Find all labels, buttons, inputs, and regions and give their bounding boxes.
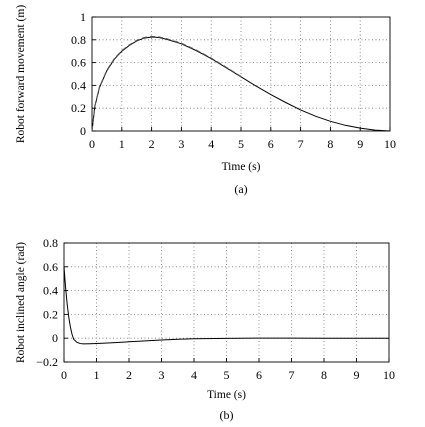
series-line-b-1 (63, 266, 389, 345)
x-tick-label: 7 (298, 137, 304, 151)
y-tick-label: 0.2 (71, 101, 86, 115)
x-tick-label: 4 (208, 137, 214, 151)
x-tick-label: 7 (289, 368, 295, 382)
x-tick-label: 2 (149, 137, 155, 151)
chart-panel-a: 0 1 2 3 4 5 6 7 8 9 10 0 0.2 0.4 0.6 0.8 1 Time (s) Robot … (15, 5, 396, 196)
x-tick-label: 6 (256, 368, 262, 382)
x-tick-label: 1 (119, 137, 125, 151)
x-tick-label: 2 (126, 368, 132, 382)
x-tick-label: 3 (159, 368, 165, 382)
x-tick-label: 5 (238, 137, 244, 151)
panel-caption-a: (a) (234, 182, 247, 196)
x-tick-label: 1 (94, 368, 100, 382)
x-tick-label: 0 (89, 137, 95, 151)
y-tick-label: 1 (80, 10, 86, 24)
y-tick-label: 0.6 (43, 260, 58, 274)
x-tick-label: 10 (384, 137, 396, 151)
y-tick-label: 0.4 (71, 78, 86, 92)
x-tick-label: 3 (178, 137, 184, 151)
series-line-a-2 (91, 35, 242, 132)
y-tick-label: 0.8 (71, 33, 86, 47)
y-axis-label-b: Robot inclined angle (rad) (15, 242, 27, 363)
x-tick-label: 8 (327, 137, 333, 151)
x-tick-label: 10 (383, 368, 395, 382)
x-tick-label: 6 (268, 137, 274, 151)
x-tick-label: 0 (61, 368, 67, 382)
y-tick-label: 0.2 (43, 307, 58, 321)
x-tick-label: 9 (354, 368, 360, 382)
y-tick-label: 0.4 (43, 284, 58, 298)
y-tick-label: 0 (80, 124, 86, 138)
x-axis-label-a: Time (s) (222, 161, 261, 173)
panel-caption-b: (b) (220, 408, 234, 422)
y-tick-label: −0.2 (36, 355, 58, 369)
x-tick-label: 5 (224, 368, 230, 382)
x-tick-label: 8 (321, 368, 327, 382)
y-tick-label: 0.6 (71, 56, 86, 70)
y-tick-label: 0.8 (43, 236, 58, 250)
x-tick-label: 9 (357, 137, 363, 151)
y-tick-label: 0 (52, 331, 58, 345)
y-axis-label-a: Robot forward movement (m) (15, 5, 27, 143)
x-axis-label-b: Time (s) (207, 389, 246, 401)
x-tick-label: 4 (191, 368, 197, 382)
